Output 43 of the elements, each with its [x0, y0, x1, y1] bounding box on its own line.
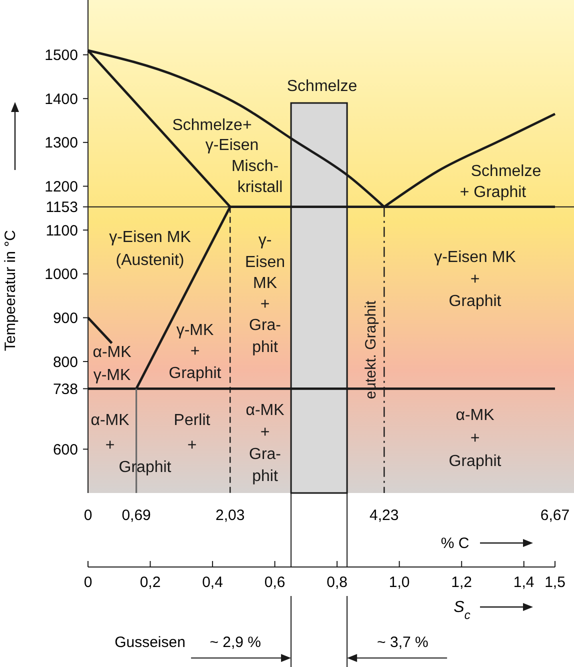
text: ~ 2,9 % — [210, 634, 262, 651]
y-tick-label: 600 — [52, 441, 78, 458]
y-tick-label: 1153 — [46, 199, 78, 216]
annotation: Perlit + — [174, 412, 211, 454]
annotation: γ- Eisen MK + Gra- phit — [244, 232, 286, 356]
y-tick-label: 1100 — [46, 222, 78, 240]
annotation: α-MK γ-MK — [92, 344, 132, 384]
y-tick-label: 900 — [52, 310, 78, 327]
y-tick-label: 1300 — [44, 134, 78, 152]
annotation: γ-MK + Graphit — [168, 322, 222, 382]
x2-tick-label: 0,6 — [264, 574, 286, 591]
text: ~ 3,7 % — [377, 634, 428, 651]
y-tick-label: 738 — [52, 380, 78, 398]
annotation: γ-Eisen MK + Graphit — [434, 249, 516, 310]
y-tick-label: 1400 — [44, 90, 78, 108]
x-tick-label: 2,03 — [216, 507, 245, 524]
x-tick-label: 4,23 — [370, 507, 399, 524]
x2-tick-label: 0,8 — [326, 574, 348, 591]
y-tick-label: 1000 — [44, 266, 78, 284]
annotation: α-MK + Graphit — [448, 407, 502, 470]
x-tick-label: 0,69 — [122, 507, 151, 524]
y-axis-title: Tempeeratur in °C — [2, 230, 19, 352]
x-tick-label: 0 — [84, 507, 92, 524]
annotation: α-MK + Gra- phit — [246, 402, 285, 485]
annotation: Schmelze + Graphit — [460, 163, 542, 201]
annotation: Schmelze+ γ-Eisen Misch- kristall — [172, 117, 283, 196]
y-tick-label: 800 — [52, 354, 78, 371]
x2-tick-label: 1,5 — [544, 574, 566, 591]
x-axis-title: % C — [440, 535, 470, 552]
annotation: Schmelze — [286, 78, 358, 95]
x2-tick-label: 1,2 — [451, 574, 472, 591]
annotation: α-MK + — [90, 412, 130, 454]
x-tick-label: 6,67 — [540, 507, 570, 524]
x2-tick-label: 0,2 — [140, 574, 161, 591]
x2-tick-label: 0 — [84, 574, 92, 591]
x2-tick-label: 1,4 — [513, 574, 534, 591]
annotation: γ-Eisen MK (Austenit) — [109, 229, 192, 269]
x2-axis-title: S$_{c}$ — [454, 599, 470, 622]
x2-tick-label: 0,4 — [202, 574, 223, 591]
x2-tick-label: 1,0 — [388, 574, 410, 591]
text: Gusseisen — [114, 634, 186, 651]
y-tick-label: 1200 — [44, 178, 78, 196]
y-tick-label: 1500 — [44, 47, 78, 64]
